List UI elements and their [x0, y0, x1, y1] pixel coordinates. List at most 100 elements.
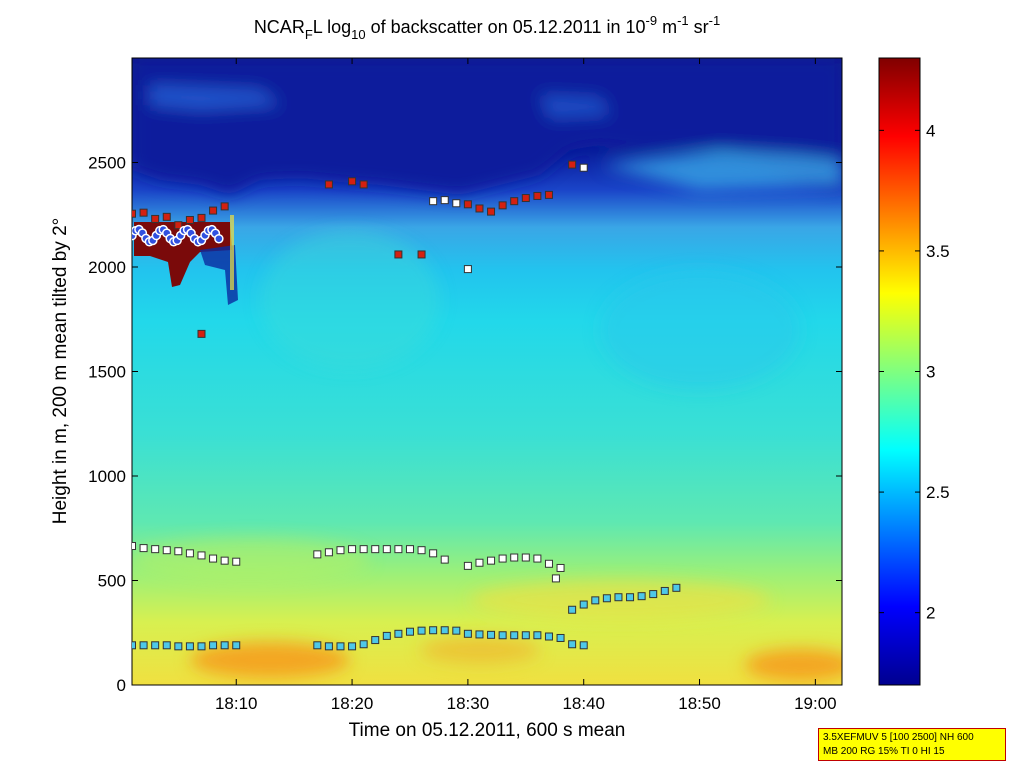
layer-point [232, 557, 241, 566]
x-axis: 18:10 18:20 18:30 18:40 18:50 19:00 [215, 58, 837, 713]
layer-point [405, 627, 414, 636]
layer-point [591, 596, 600, 605]
layer-point [429, 197, 438, 206]
layer-point [371, 636, 380, 645]
chart-title: NCARFL log10 of backscatter on 05.12.201… [254, 13, 720, 42]
layer-point [313, 641, 322, 650]
layer-point [463, 629, 472, 638]
layer-point [533, 191, 542, 200]
layer-point [556, 633, 565, 642]
layer-point [139, 208, 148, 217]
layer-point [452, 199, 461, 208]
layer-point [463, 561, 472, 570]
layer-point [405, 545, 414, 554]
layer-point [139, 641, 148, 650]
colorbar-tick-label: 3.5 [926, 242, 950, 261]
layer-point [510, 197, 519, 206]
layer-point [313, 550, 322, 559]
layer-point [359, 545, 368, 554]
layer-point [649, 590, 658, 599]
layer-point [440, 626, 449, 635]
layer-point [174, 642, 183, 651]
layer-point [463, 265, 472, 274]
layer-point [185, 549, 194, 558]
layer-point [498, 201, 507, 210]
layer-point [197, 213, 206, 222]
layer-point [579, 163, 588, 172]
layer-point [232, 641, 241, 650]
layer-point [336, 546, 345, 555]
layer-point [533, 554, 542, 563]
layer-point [551, 574, 560, 583]
layer-point [197, 642, 206, 651]
layer-point [162, 212, 171, 221]
layer-point [417, 546, 426, 555]
layer-point [185, 642, 194, 651]
layer-point [382, 545, 391, 554]
layer-point [348, 642, 357, 651]
layer-point [174, 547, 183, 556]
layer-point [371, 545, 380, 554]
layer-point [487, 207, 496, 216]
layer-point [220, 556, 229, 565]
x-tick-label: 18:30 [447, 694, 490, 713]
layer-point [324, 180, 333, 189]
cloud-bead [214, 233, 224, 244]
layer-markers [132, 160, 681, 651]
layer-point [139, 544, 148, 553]
layer-point [348, 177, 357, 186]
layer-point [498, 554, 507, 563]
layer-point [209, 554, 218, 563]
x-axis-label: Time on 05.12.2011, 600 s mean [349, 720, 626, 741]
colorbar-axis: 2 2.5 3 3.5 4 [879, 121, 950, 623]
layer-point [463, 200, 472, 209]
layer-point [151, 641, 160, 650]
colorbar-tick-label: 2.5 [926, 483, 950, 502]
layer-point [162, 546, 171, 555]
layer-point [637, 592, 646, 601]
layer-point [324, 642, 333, 651]
x-tick-label: 19:00 [794, 694, 837, 713]
x-tick-label: 18:10 [215, 694, 258, 713]
layer-point [614, 593, 623, 602]
y-tick-label: 2000 [88, 258, 126, 277]
layer-point [579, 641, 588, 650]
layer-point [394, 250, 403, 259]
layer-point [660, 586, 669, 595]
layer-point [324, 548, 333, 557]
colorbar [878, 57, 921, 686]
colorbar-tick-label: 2 [926, 604, 935, 623]
layer-point [440, 555, 449, 564]
layer-point [394, 545, 403, 554]
layer-point [197, 551, 206, 560]
layer-point [359, 180, 368, 189]
layer-point [672, 583, 681, 592]
layer-point [568, 605, 577, 614]
layer-point [521, 194, 530, 203]
x-tick-label: 18:20 [331, 694, 374, 713]
heatmap [132, 58, 842, 685]
layer-point [556, 563, 565, 572]
layer-point [348, 545, 357, 554]
layer-point [336, 642, 345, 651]
layer-point [475, 558, 484, 567]
layer-point [498, 631, 507, 640]
layer-point [417, 250, 426, 259]
layer-point [568, 640, 577, 649]
layer-point [429, 626, 438, 635]
layer-point [151, 545, 160, 554]
layer-point [417, 626, 426, 635]
layer-point [174, 221, 183, 230]
layer-point [487, 630, 496, 639]
cloud-beads [132, 224, 224, 247]
x-tick-label: 18:40 [562, 694, 605, 713]
layer-point [132, 542, 136, 551]
layer-point [452, 626, 461, 635]
layer-point [487, 556, 496, 565]
heatmap-texture [132, 58, 842, 681]
layer-point [132, 641, 136, 650]
layer-point [209, 641, 218, 650]
info-line-2: MB 200 RG 15% TI 0 HI 15 [823, 746, 945, 757]
info-line-1: 3.5XEFMUV 5 [100 2500] NH 600 [823, 732, 974, 743]
layer-point [533, 631, 542, 640]
